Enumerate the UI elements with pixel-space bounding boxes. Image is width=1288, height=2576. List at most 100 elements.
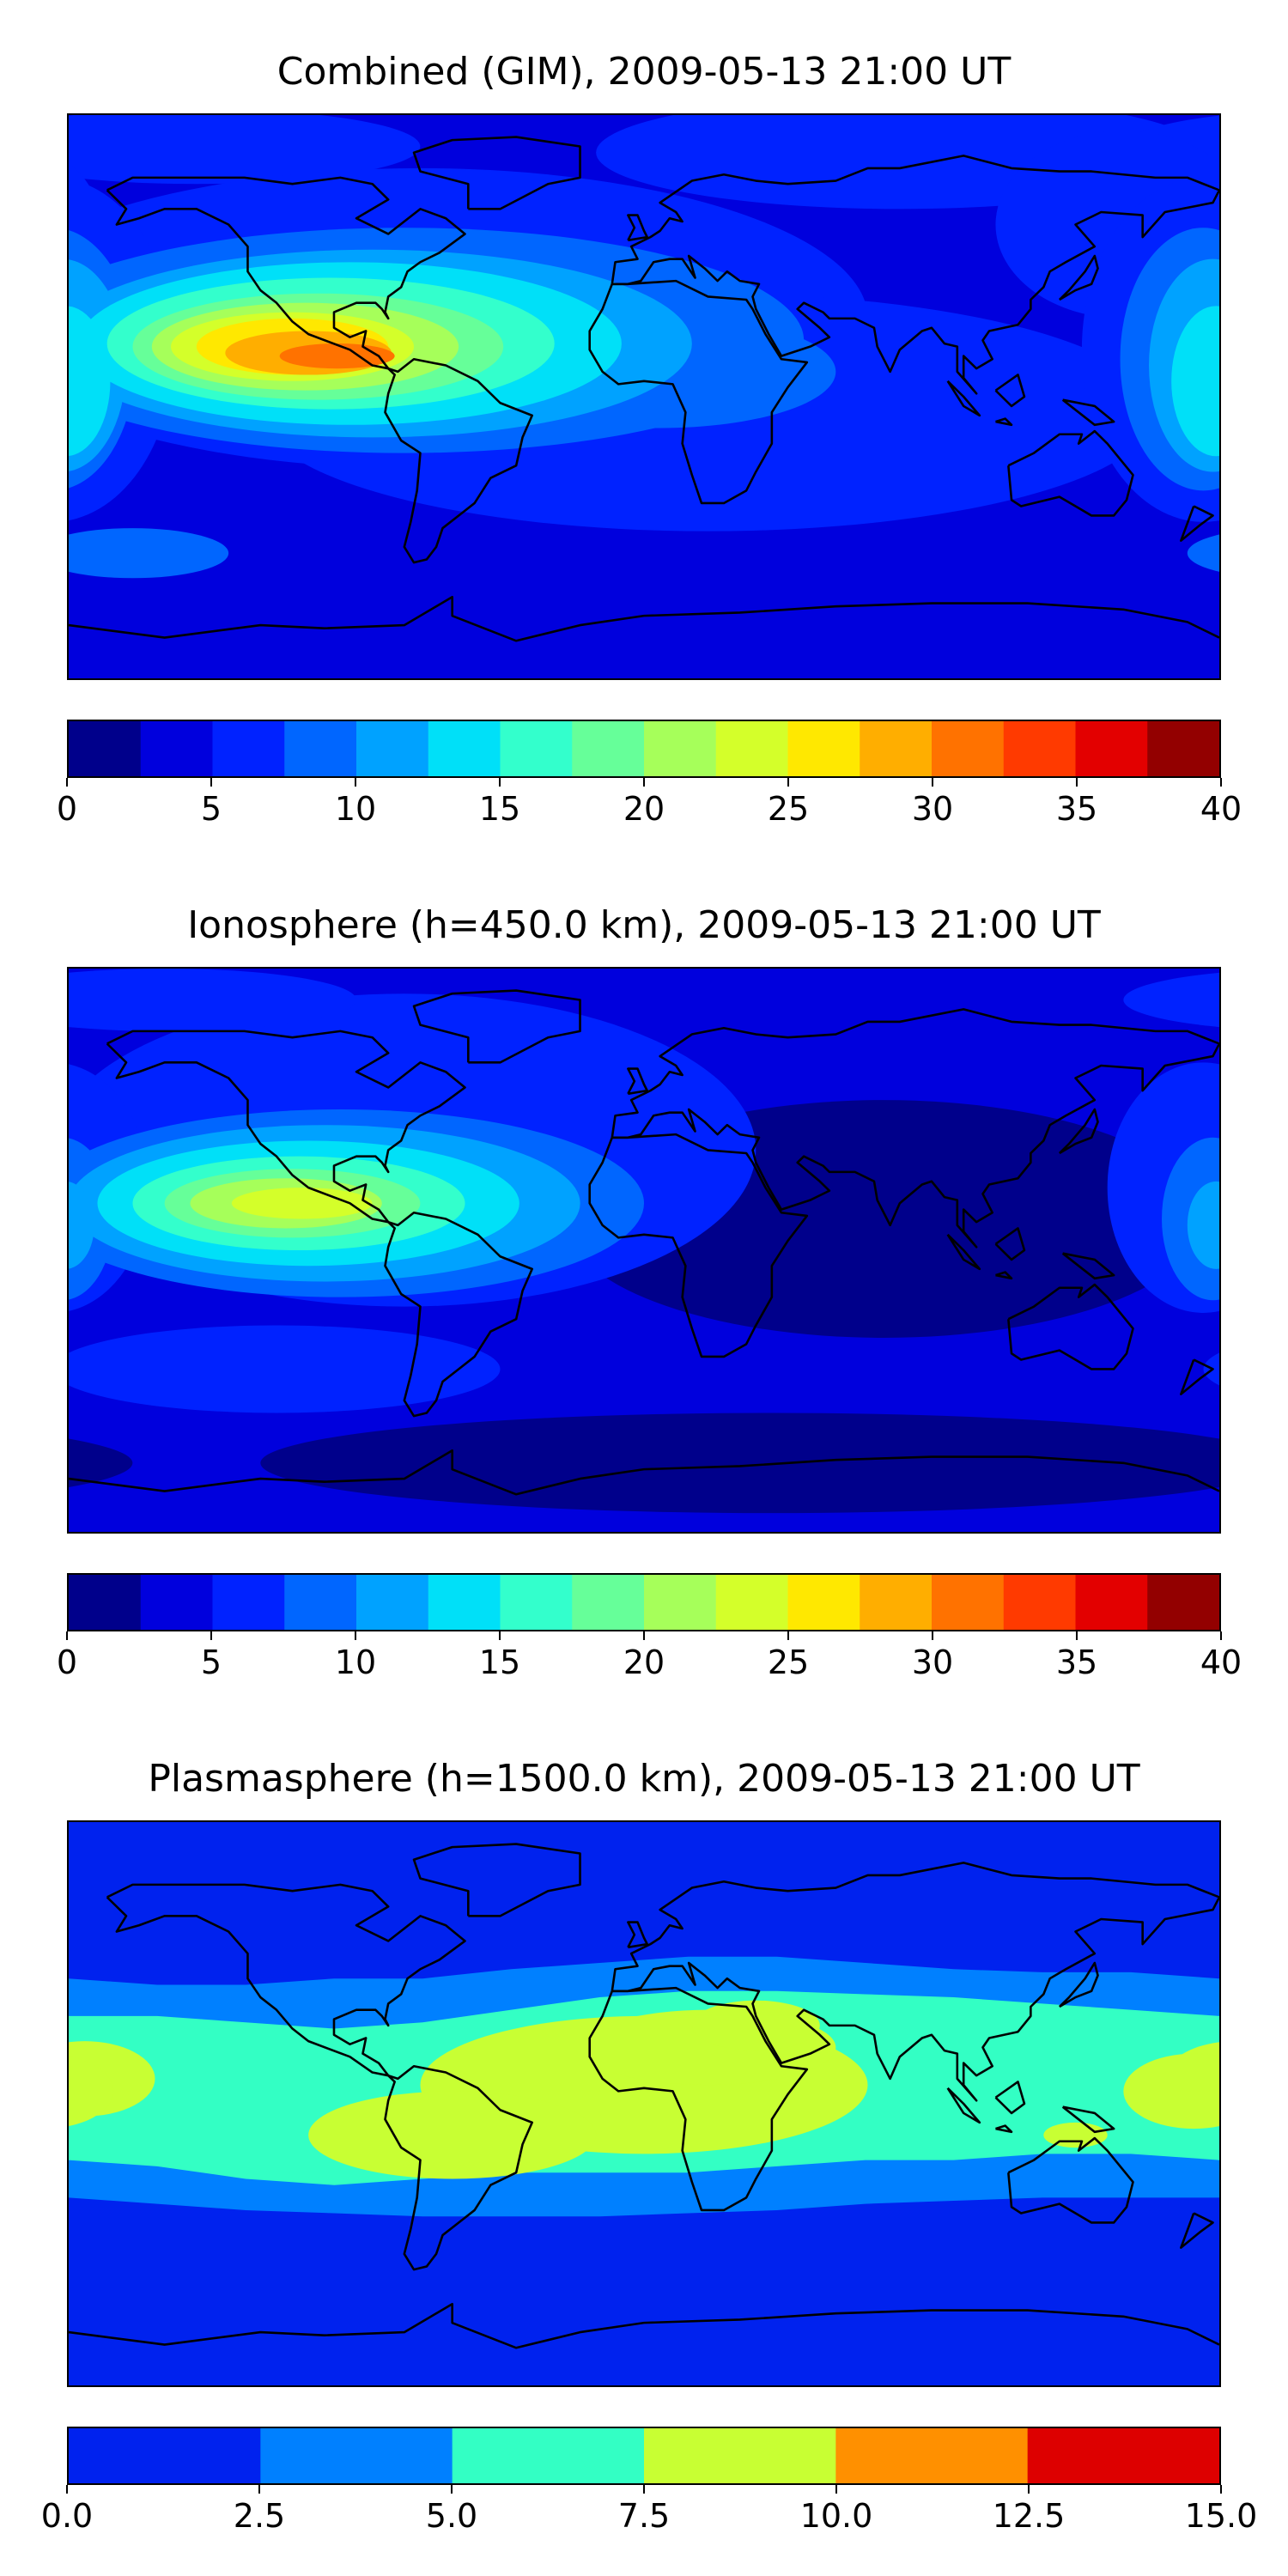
contour-region — [1123, 2053, 1219, 2129]
colorbar-swatch — [860, 721, 933, 776]
colorbar-swatch — [212, 1575, 285, 1630]
coastline — [611, 1008, 1219, 1249]
colorbar-tick-label: 35 — [1055, 790, 1098, 828]
coastline — [627, 214, 648, 242]
colorbar-swatch — [69, 1575, 142, 1630]
colorbar-tick-label: 30 — [911, 790, 954, 828]
coastline — [588, 279, 809, 505]
ionosphere-map — [69, 969, 1219, 1532]
colorbar-tick-label: 0 — [56, 1643, 78, 1681]
coastline — [106, 176, 466, 370]
colorbar-tick-label: 15 — [478, 790, 521, 828]
coastline — [384, 2064, 533, 2271]
coastline — [994, 2081, 1026, 2115]
coastline — [1058, 1961, 1099, 2008]
coastline — [1180, 505, 1214, 542]
colorbar-tick-label: 10 — [334, 790, 377, 828]
colorbar-tick — [643, 2485, 645, 2494]
colorbar-swatch — [260, 2428, 453, 2483]
coastline — [946, 2087, 981, 2124]
colorbar-tick-label: 30 — [911, 1643, 954, 1681]
coastline — [995, 2124, 1013, 2134]
colorbar-swatch — [835, 2428, 1029, 2483]
coastline — [946, 1233, 981, 1271]
coastline — [69, 1449, 1219, 1496]
colorbar-swatch — [572, 721, 645, 776]
colorbar-tick — [499, 1631, 501, 1640]
colorbar-swatches — [69, 1575, 1219, 1630]
colorbar-swatch — [644, 1575, 717, 1630]
colorbar-tick — [787, 778, 789, 787]
colorbar-swatch — [644, 2428, 836, 2483]
coastline — [1007, 2136, 1134, 2224]
colorbar-swatch — [500, 1575, 573, 1630]
colorbar-swatch — [572, 1575, 645, 1630]
colorbar — [67, 720, 1221, 778]
contour-region — [1187, 1181, 1219, 1269]
coastline — [412, 136, 581, 210]
colorbar-swatch — [1147, 721, 1219, 776]
colorbar-swatch — [356, 1575, 429, 1630]
coastline — [412, 1843, 581, 1917]
colorbar-swatch — [284, 1575, 357, 1630]
colorbar-swatch — [428, 721, 501, 776]
colorbar-ticks: 0.0 2.5 5.0 7.5 10.0 12.5 15.0 — [41, 2485, 1257, 2537]
colorbar-swatch — [787, 1575, 860, 1630]
map-frame — [67, 967, 1221, 1534]
colorbar-tick-label: 40 — [1200, 1643, 1242, 1681]
panel-title: Combined (GIM), 2009-05-13 21:00 UT — [276, 50, 1012, 94]
contour-region — [69, 969, 356, 1031]
contour-region — [1171, 306, 1219, 457]
coastline — [1007, 1283, 1134, 1370]
coastline — [1058, 1108, 1099, 1155]
coastline — [1061, 1252, 1115, 1280]
colorbar-tick — [787, 1631, 789, 1640]
coastline — [106, 1030, 466, 1224]
colorbar-ticks: 0 5 10 15 20 25 30 35 40 — [57, 1631, 1242, 1683]
colorbar-swatch — [452, 2428, 645, 2483]
colorbar-swatch — [715, 1575, 788, 1630]
coastline — [995, 417, 1013, 427]
colorbar-tick-label: 2.5 — [233, 2497, 286, 2535]
colorbar-tick — [451, 2485, 453, 2494]
colorbar-tick-label: 40 — [1200, 790, 1242, 828]
colorbar-tick-label: 10 — [334, 1643, 377, 1681]
colorbar-swatch — [356, 721, 429, 776]
contour-region — [69, 306, 111, 457]
coastline — [994, 1227, 1026, 1261]
colorbar-ticks: 0 5 10 15 20 25 30 35 40 — [57, 778, 1242, 829]
contour-region — [69, 115, 421, 185]
coastline — [384, 357, 533, 564]
colorbar-swatches — [69, 721, 1219, 776]
coastline — [1061, 2105, 1115, 2134]
colorbar-tick-label: 20 — [623, 1643, 665, 1681]
coastline — [994, 374, 1026, 408]
combined-map — [69, 115, 1219, 678]
coastline — [627, 1067, 648, 1096]
coastline — [588, 1133, 809, 1358]
colorbar-swatch — [500, 721, 573, 776]
colorbar-tick — [835, 2485, 837, 2494]
contour-region — [69, 1438, 133, 1487]
colorbar-swatches — [69, 2428, 1219, 2483]
colorbar-swatch — [69, 721, 142, 776]
colorbar-tick-label: 25 — [767, 1643, 810, 1681]
colorbar-tick-label: 10.0 — [799, 2497, 873, 2535]
coastline — [627, 1921, 648, 1949]
coastline — [588, 1986, 809, 2212]
coastline — [1061, 398, 1115, 427]
contour-region — [69, 2056, 114, 2127]
contour-region — [691, 2000, 820, 2050]
colorbar — [67, 2427, 1221, 2485]
colorbar-swatch — [932, 1575, 1005, 1630]
colorbar-swatch — [284, 721, 357, 776]
contour-region — [231, 1188, 373, 1219]
colorbar-swatch — [140, 1575, 213, 1630]
colorbar-swatch — [715, 721, 788, 776]
coastline — [1180, 2212, 1214, 2249]
coastline — [69, 595, 1219, 642]
colorbar-swatch — [644, 721, 717, 776]
coastline — [1007, 429, 1134, 517]
colorbar-swatch — [1003, 1575, 1076, 1630]
colorbar-tick — [643, 1631, 645, 1640]
